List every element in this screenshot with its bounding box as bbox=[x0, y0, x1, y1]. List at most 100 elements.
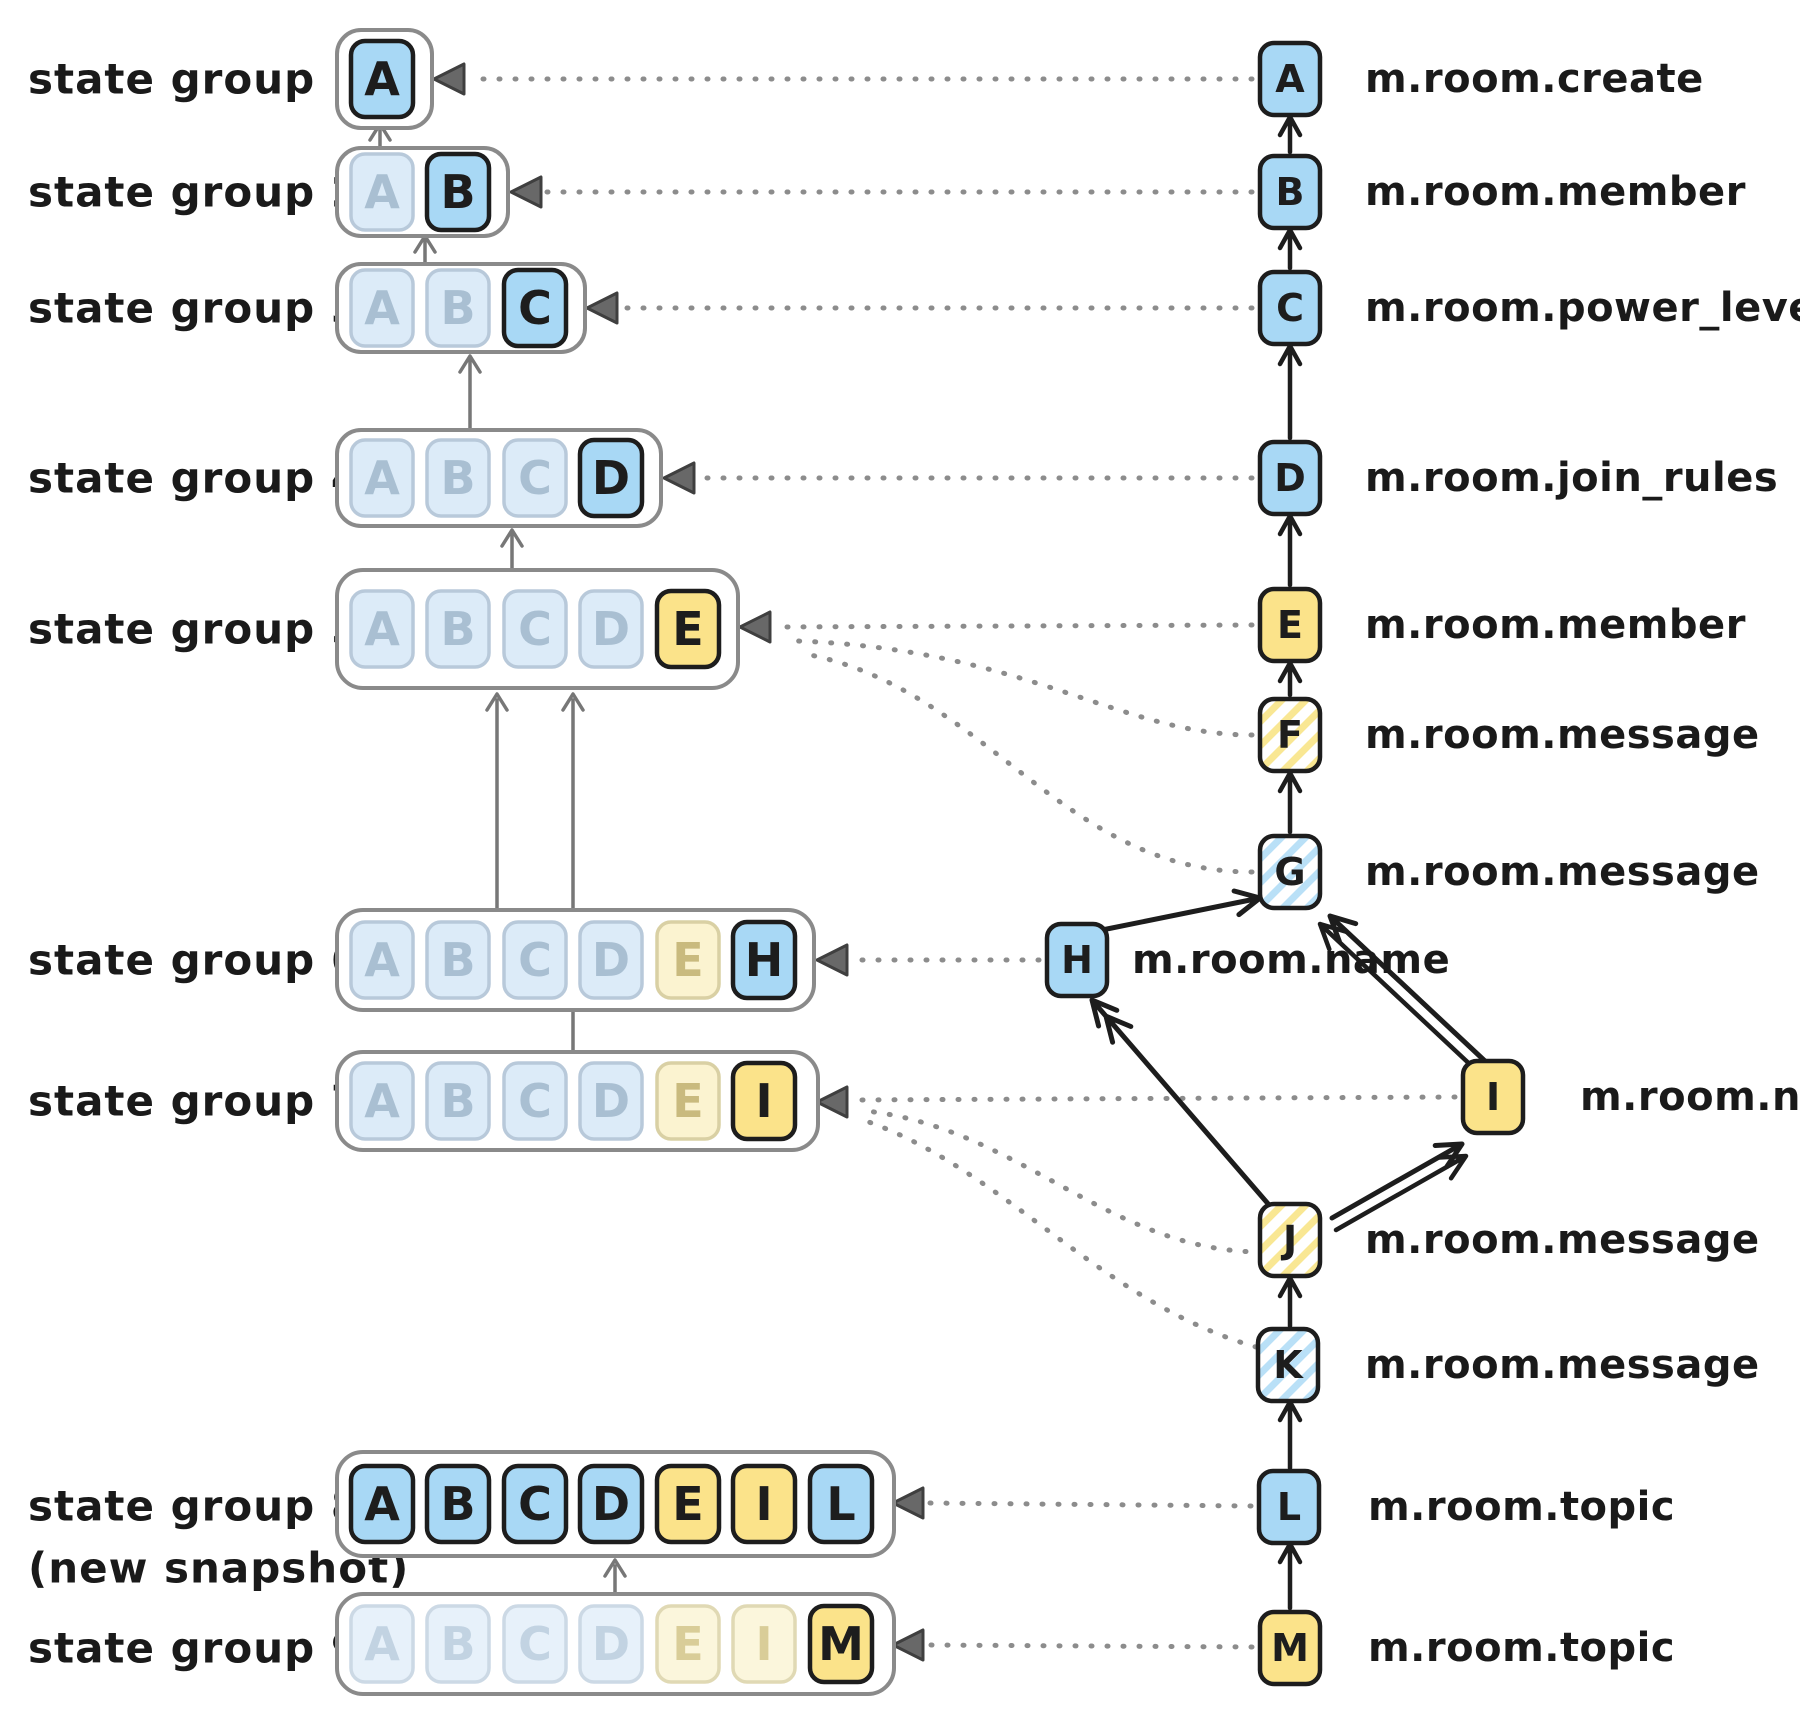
tile-letter: E bbox=[672, 602, 703, 656]
event-node-b: B bbox=[1257, 153, 1323, 231]
tile-letter: M bbox=[818, 1617, 864, 1671]
event-node-i: I bbox=[1460, 1058, 1526, 1136]
state-group-9-label: state group 9: bbox=[28, 1624, 379, 1673]
event-type-label-c: m.room.power_levels bbox=[1365, 285, 1800, 331]
event-node-l: L bbox=[1256, 1468, 1322, 1546]
dotted-link-m bbox=[923, 1642, 1255, 1650]
arrowhead-icon bbox=[891, 1486, 925, 1520]
event-node-e: E bbox=[1257, 586, 1323, 664]
state-tile: D bbox=[578, 1604, 644, 1684]
tile-letter: E bbox=[672, 1617, 703, 1671]
state-tile: C bbox=[502, 1061, 568, 1141]
state-group-5-label: state group 5: bbox=[28, 605, 379, 654]
dotted-link-e bbox=[772, 622, 1255, 630]
state-tile: H bbox=[730, 919, 798, 1001]
dotted-links bbox=[465, 76, 1458, 1650]
event-node-h: H bbox=[1044, 921, 1110, 999]
tile-letter: C bbox=[518, 602, 552, 656]
tile-letter: C bbox=[518, 1074, 552, 1128]
state-tile: I bbox=[730, 1060, 798, 1142]
tile-letter: B bbox=[440, 165, 475, 219]
dotted-link-k-curve bbox=[863, 1118, 1259, 1350]
state-tile: C bbox=[502, 438, 568, 518]
event-letter: E bbox=[1277, 603, 1303, 647]
state-tile: B bbox=[425, 438, 491, 518]
state-tile: C bbox=[502, 920, 568, 1000]
tile-letter: L bbox=[826, 1477, 855, 1531]
event-arrow-c-b bbox=[1277, 227, 1303, 271]
state-tile: A bbox=[349, 1061, 415, 1141]
group-arrow-6-5 bbox=[485, 692, 509, 910]
event-arrow-e-d bbox=[1277, 513, 1303, 588]
tile-letter: C bbox=[518, 933, 552, 987]
state-tile: A bbox=[348, 38, 416, 120]
state-tile: E bbox=[655, 1604, 721, 1684]
event-dag-arrows bbox=[1089, 114, 1489, 1611]
tile-letter: A bbox=[364, 933, 400, 987]
state-group-9-box: A B C D E I M bbox=[335, 1592, 896, 1696]
tile-letter: I bbox=[755, 1477, 772, 1531]
state-tile: B bbox=[425, 920, 491, 1000]
state-group-4-box: A B C D bbox=[335, 428, 663, 528]
state-group-5-box: A B C D E bbox=[335, 568, 740, 690]
event-type-label-g: m.room.message bbox=[1365, 849, 1760, 895]
state-tile: D bbox=[578, 920, 644, 1000]
event-arrow-h-g bbox=[1099, 888, 1263, 933]
state-tile: E bbox=[654, 588, 722, 670]
state-group-8-box: A B C D E I L bbox=[335, 1450, 896, 1558]
tile-letter: A bbox=[364, 1074, 400, 1128]
group-link-arrowheads bbox=[432, 62, 925, 1662]
event-arrow-b-a bbox=[1277, 114, 1303, 155]
state-tile: B bbox=[425, 589, 491, 669]
state-group-2-box: A B bbox=[335, 146, 510, 238]
event-arrow-d-c bbox=[1277, 343, 1303, 441]
event-arrow-g-f bbox=[1277, 770, 1303, 835]
tile-letter: B bbox=[440, 281, 475, 335]
event-type-label-f: m.room.message bbox=[1365, 712, 1760, 758]
state-tile: A bbox=[349, 152, 415, 232]
event-type-label-i: m.room.name bbox=[1580, 1074, 1800, 1120]
tile-letter: A bbox=[364, 1617, 400, 1671]
event-arrow-l-k bbox=[1277, 1399, 1303, 1471]
event-letter: G bbox=[1274, 850, 1305, 894]
event-letter: D bbox=[1274, 456, 1306, 500]
tile-letter: A bbox=[364, 1477, 400, 1531]
state-tile: M bbox=[807, 1603, 875, 1685]
tile-letter: E bbox=[672, 1477, 703, 1531]
group-chain-arrows bbox=[368, 122, 627, 1594]
event-arrow-j-h bbox=[1089, 997, 1273, 1209]
event-type-label-b: m.room.member bbox=[1365, 169, 1746, 215]
event-type-label-j: m.room.message bbox=[1365, 1217, 1760, 1263]
state-tile: B bbox=[425, 1604, 491, 1684]
tile-letter: B bbox=[440, 1617, 475, 1671]
state-group-1-label: state group 1: bbox=[28, 55, 379, 104]
tile-letter: B bbox=[440, 1074, 475, 1128]
event-arrow-i-g-2 bbox=[1317, 921, 1479, 1073]
event-letter: C bbox=[1276, 286, 1304, 330]
dotted-link-i bbox=[851, 1094, 1458, 1103]
group-arrow-5-4 bbox=[500, 528, 524, 570]
tile-letter: A bbox=[364, 602, 400, 656]
event-letter: B bbox=[1276, 170, 1305, 214]
event-arrow-i-g-1 bbox=[1327, 913, 1489, 1065]
event-type-label-k: m.room.message bbox=[1365, 1342, 1760, 1388]
event-type-label-m: m.room.topic bbox=[1368, 1625, 1675, 1671]
dotted-link-g-curve bbox=[797, 650, 1255, 875]
event-arrow-j-i-2 bbox=[1333, 1153, 1469, 1233]
event-arrow-k-j bbox=[1277, 1275, 1303, 1329]
tile-letter: C bbox=[518, 281, 552, 335]
tile-letter: E bbox=[672, 933, 703, 987]
state-tile: A bbox=[349, 438, 415, 518]
tile-letter: A bbox=[364, 165, 400, 219]
event-letter: I bbox=[1486, 1075, 1500, 1119]
state-group-8-sublabel: (new snapshot) bbox=[28, 1544, 409, 1593]
state-group-8-label: state group 8: bbox=[28, 1482, 379, 1531]
tile-letter: A bbox=[364, 281, 400, 335]
state-group-6-label: state group 6: bbox=[28, 936, 379, 985]
event-type-label-d: m.room.join_rules bbox=[1365, 455, 1778, 501]
arrowhead-icon bbox=[738, 610, 772, 644]
state-group-6-box: A B C D E H bbox=[335, 908, 816, 1012]
dotted-link-f-curve bbox=[795, 638, 1255, 738]
event-letter: H bbox=[1061, 938, 1093, 982]
event-node-m: M bbox=[1257, 1609, 1323, 1687]
